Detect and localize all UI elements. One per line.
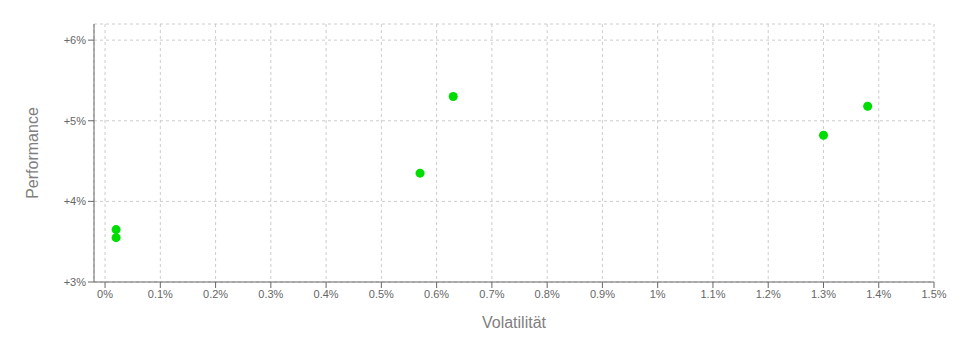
svg-text:0.6%: 0.6% xyxy=(424,288,449,300)
svg-text:0.8%: 0.8% xyxy=(535,288,560,300)
svg-text:0.4%: 0.4% xyxy=(314,288,339,300)
svg-text:1.5%: 1.5% xyxy=(921,288,946,300)
svg-text:0.3%: 0.3% xyxy=(258,288,283,300)
svg-text:Performance: Performance xyxy=(24,107,41,199)
svg-text:+5%: +5% xyxy=(64,115,87,127)
svg-text:+3%: +3% xyxy=(64,276,87,288)
svg-text:0.9%: 0.9% xyxy=(590,288,615,300)
svg-text:+6%: +6% xyxy=(64,34,87,46)
svg-text:0.1%: 0.1% xyxy=(148,288,173,300)
svg-text:1.3%: 1.3% xyxy=(811,288,836,300)
svg-text:0.7%: 0.7% xyxy=(479,288,504,300)
svg-text:1.2%: 1.2% xyxy=(756,288,781,300)
svg-text:0.5%: 0.5% xyxy=(369,288,394,300)
svg-text:+4%: +4% xyxy=(64,195,87,207)
svg-text:1.1%: 1.1% xyxy=(700,288,725,300)
svg-text:Volatilität: Volatilität xyxy=(482,314,547,331)
svg-text:1%: 1% xyxy=(650,288,666,300)
svg-text:0%: 0% xyxy=(97,288,113,300)
svg-text:0.2%: 0.2% xyxy=(203,288,228,300)
svg-text:1.4%: 1.4% xyxy=(866,288,891,300)
